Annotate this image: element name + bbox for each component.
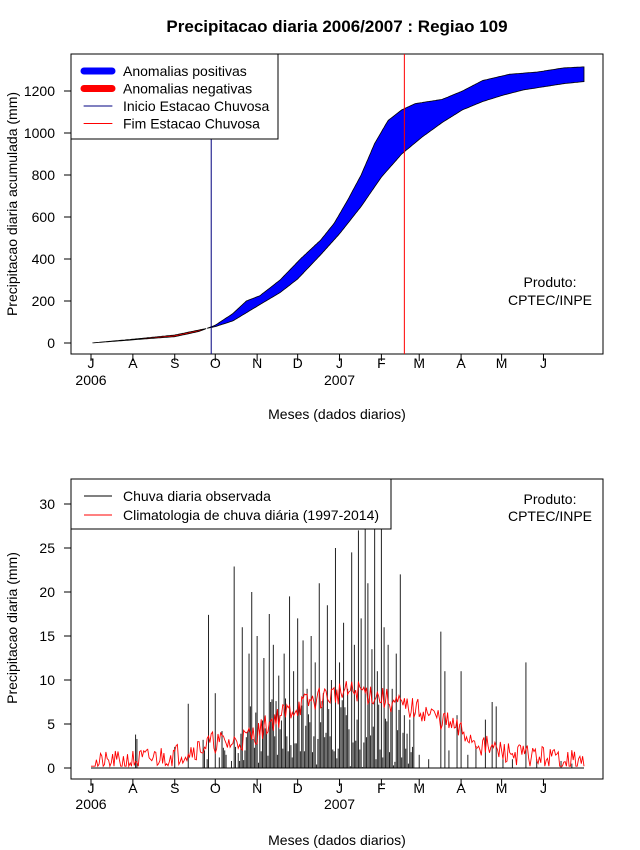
y-tick-label: 25: [39, 540, 55, 556]
x-tick-label: M: [496, 355, 508, 371]
y-tick-label: 600: [32, 209, 56, 225]
legend: Anomalias positivas Anomalias negativasIn…: [70, 53, 279, 140]
year-label: 2007: [324, 796, 355, 812]
x-tick-label: N: [252, 780, 262, 796]
annotation-line: CPTEC/INPE: [508, 508, 592, 524]
y-axis-label: Precipitacao diaria acumulada (mm): [4, 92, 20, 316]
legend-label: Chuva diaria observada: [123, 488, 271, 504]
y-tick-label: 5: [47, 716, 55, 732]
x-axis-label: Meses (dados diarios): [268, 406, 406, 422]
x-tick-label: F: [377, 780, 386, 796]
x-tick-label: J: [540, 780, 547, 796]
climatology-line: [91, 681, 585, 768]
x-tick-label: D: [293, 780, 303, 796]
legend: Chuva diaria observada Climatologia de ch…: [70, 478, 392, 530]
y-tick-label: 400: [32, 251, 56, 267]
x-tick-label: S: [170, 355, 179, 371]
y-tick-label: 1000: [24, 125, 55, 141]
annotation-line: Produto:: [524, 491, 577, 507]
x-tick-label: J: [336, 780, 343, 796]
x-tick-label: A: [128, 355, 138, 371]
legend-label: Anomalias positivas: [123, 63, 247, 79]
annotation-line: Produto:: [524, 274, 577, 290]
x-tick-label: M: [496, 780, 508, 796]
y-tick-label: 200: [32, 293, 56, 309]
x-tick-label: J: [88, 355, 95, 371]
chart-title: Precipitacao diaria 2006/2007 : Regiao 1…: [166, 17, 507, 36]
y-tick-label: 0: [47, 335, 55, 351]
year-label: 2007: [324, 372, 355, 388]
x-tick-label: A: [128, 780, 138, 796]
x-tick-label: D: [293, 355, 303, 371]
legend-label: Climatologia de chuva diária (1997-2014): [123, 507, 379, 523]
x-tick-label: A: [456, 780, 466, 796]
x-tick-label: S: [170, 780, 179, 796]
y-tick-label: 20: [39, 584, 55, 600]
y-axis-label: Precipitacao diaria (mm): [4, 552, 20, 704]
x-tick-label: O: [210, 780, 221, 796]
y-tick-label: 30: [39, 496, 55, 512]
x-tick-label: J: [540, 355, 547, 371]
x-tick-label: F: [377, 355, 386, 371]
year-label: 2006: [75, 796, 106, 812]
positive-anomaly-area: [207, 66, 585, 329]
x-tick-label: J: [88, 780, 95, 796]
legend-box: [70, 478, 392, 530]
plot-frame: [70, 53, 604, 355]
x-tick-label: M: [413, 780, 425, 796]
x-tick-label: N: [252, 355, 262, 371]
year-label: 2006: [75, 372, 106, 388]
y-tick-label: 15: [39, 628, 55, 644]
y-tick-label: 800: [32, 167, 56, 183]
y-tick-label: 0: [47, 760, 55, 776]
legend-label: Anomalias negativas: [123, 81, 252, 97]
x-tick-label: A: [456, 355, 466, 371]
y-tick-label: 1200: [24, 83, 55, 99]
x-tick-label: O: [210, 355, 221, 371]
y-tick-label: 10: [39, 672, 55, 688]
annotation-line: CPTEC/INPE: [508, 292, 592, 308]
x-axis-label: Meses (dados diarios): [268, 832, 406, 848]
legend-label: Inicio Estacao Chuvosa: [123, 98, 270, 114]
x-tick-label: M: [413, 355, 425, 371]
x-tick-label: J: [336, 355, 343, 371]
negative-anomaly-area: [92, 328, 207, 344]
legend-label: Fim Estacao Chuvosa: [123, 116, 260, 132]
bars: [91, 486, 584, 769]
